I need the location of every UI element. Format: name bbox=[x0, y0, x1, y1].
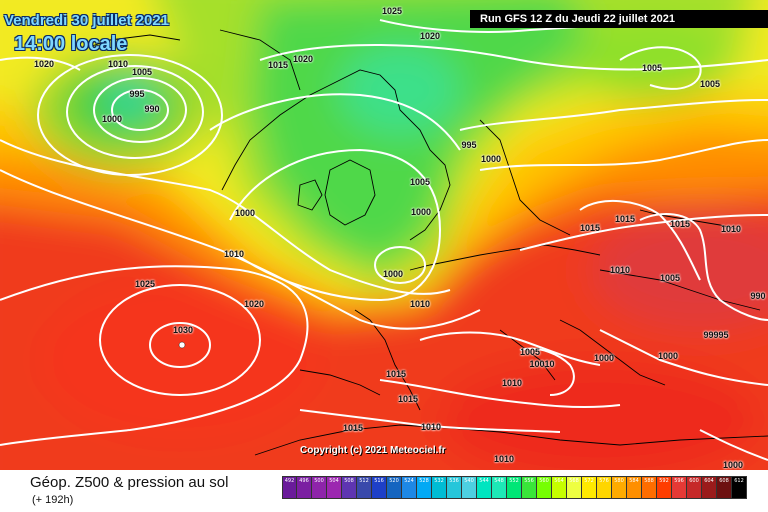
footer: Géop. Z500 & pression au sol (+ 192h) 49… bbox=[0, 470, 768, 512]
pressure-label: 1015 bbox=[579, 223, 601, 233]
legend-swatch: 608 bbox=[717, 476, 732, 499]
map-title: Géop. Z500 & pression au sol bbox=[30, 474, 229, 491]
pressure-label: 1010 bbox=[223, 249, 245, 259]
pressure-label: 995 bbox=[461, 140, 477, 150]
pressure-label: 1005 bbox=[659, 273, 681, 283]
legend-swatch: 528 bbox=[417, 476, 432, 499]
pressure-label: 1020 bbox=[243, 299, 265, 309]
pressure-label: 1015 bbox=[614, 214, 636, 224]
legend-swatch: 516 bbox=[372, 476, 387, 499]
run-info: Run GFS 12 Z du Jeudi 22 juillet 2021 bbox=[470, 10, 768, 28]
pressure-label: 1000 bbox=[657, 351, 679, 361]
pressure-label: 1015 bbox=[385, 369, 407, 379]
pressure-label: 1015 bbox=[342, 423, 364, 433]
legend-swatch: 512 bbox=[357, 476, 372, 499]
legend-swatch: 572 bbox=[582, 476, 597, 499]
legend-swatch: 524 bbox=[402, 476, 417, 499]
legend-swatch: 532 bbox=[432, 476, 447, 499]
pressure-label: 1015 bbox=[669, 219, 691, 229]
pressure-label: 995 bbox=[129, 89, 145, 99]
lh-markers bbox=[146, 104, 186, 349]
legend-swatch: 504 bbox=[327, 476, 342, 499]
pressure-label: 1005 bbox=[641, 63, 663, 73]
forecast-time: 14:00 locale bbox=[14, 33, 128, 55]
pressure-label: 1000 bbox=[382, 269, 404, 279]
pressure-label: 1000 bbox=[722, 460, 744, 470]
pressure-label: 990 bbox=[750, 291, 766, 301]
pressure-label: 1010 bbox=[493, 454, 515, 464]
pressure-label: 1015 bbox=[267, 60, 289, 70]
pressure-label: 1005 bbox=[519, 347, 541, 357]
map-canvas bbox=[0, 0, 768, 470]
coastlines bbox=[79, 29, 768, 456]
pressure-label: 1000 bbox=[410, 207, 432, 217]
isobars bbox=[0, 14, 768, 461]
legend-swatch: 612 bbox=[732, 476, 747, 499]
copyright: Copyright (c) 2021 Meteociel.fr bbox=[300, 445, 446, 456]
forecast-range: (+ 192h) bbox=[32, 494, 74, 506]
legend-swatch: 560 bbox=[537, 476, 552, 499]
legend-swatch: 592 bbox=[657, 476, 672, 499]
pressure-label: 1000 bbox=[101, 114, 123, 124]
pressure-label: 1010 bbox=[501, 378, 523, 388]
legend-swatch: 600 bbox=[687, 476, 702, 499]
pressure-label: 1000 bbox=[234, 208, 256, 218]
pressure-label: 1000 bbox=[593, 353, 615, 363]
pressure-label: 1015 bbox=[397, 394, 419, 404]
pressure-label: 1005 bbox=[699, 79, 721, 89]
legend-swatch: 576 bbox=[597, 476, 612, 499]
geopotential-field bbox=[0, 0, 768, 470]
pressure-label: 1010 bbox=[107, 59, 129, 69]
pressure-label: 1005 bbox=[409, 177, 431, 187]
pressure-label: 99995 bbox=[703, 330, 729, 340]
legend-swatch: 584 bbox=[627, 476, 642, 499]
legend-swatch: 564 bbox=[552, 476, 567, 499]
pressure-label: 1005 bbox=[131, 67, 153, 77]
color-legend: 492 496 500 504 508 512 516 520 524 528 532 536 540 5… bbox=[282, 476, 747, 499]
pressure-label: 1020 bbox=[33, 59, 55, 69]
pressure-label: 1000 bbox=[480, 154, 502, 164]
pressure-label: 990 bbox=[144, 104, 160, 114]
legend-swatch: 580 bbox=[612, 476, 627, 499]
legend-swatch: 520 bbox=[387, 476, 402, 499]
legend-swatch: 604 bbox=[702, 476, 717, 499]
legend-swatch: 500 bbox=[312, 476, 327, 499]
legend-swatch: 588 bbox=[642, 476, 657, 499]
legend-swatch: 552 bbox=[507, 476, 522, 499]
pressure-label: 1030 bbox=[172, 325, 194, 335]
legend-swatch: 508 bbox=[342, 476, 357, 499]
legend-swatch: 544 bbox=[477, 476, 492, 499]
pressure-label: 1010 bbox=[409, 299, 431, 309]
legend-swatch: 596 bbox=[672, 476, 687, 499]
legend-swatch: 496 bbox=[297, 476, 312, 499]
weather-map: 1025 1020 1020 1010 1005 995 990 1000 10… bbox=[0, 0, 768, 470]
pressure-label: 1020 bbox=[419, 31, 441, 41]
legend-swatch: 492 bbox=[282, 476, 297, 499]
pressure-label: 1010 bbox=[420, 422, 442, 432]
legend-swatch: 536 bbox=[447, 476, 462, 499]
legend-swatch: 548 bbox=[492, 476, 507, 499]
pressure-label: 1025 bbox=[134, 279, 156, 289]
pressure-label: 1020 bbox=[292, 54, 314, 64]
pressure-label: 1010 bbox=[720, 224, 742, 234]
pressure-label: 1025 bbox=[381, 6, 403, 16]
pressure-label: 10010 bbox=[529, 359, 555, 369]
legend-swatch: 556 bbox=[522, 476, 537, 499]
legend-swatch: 568 bbox=[567, 476, 582, 499]
pressure-label: 1010 bbox=[609, 265, 631, 275]
legend-swatch: 540 bbox=[462, 476, 477, 499]
forecast-date: Vendredi 30 juillet 2021 bbox=[4, 12, 170, 29]
